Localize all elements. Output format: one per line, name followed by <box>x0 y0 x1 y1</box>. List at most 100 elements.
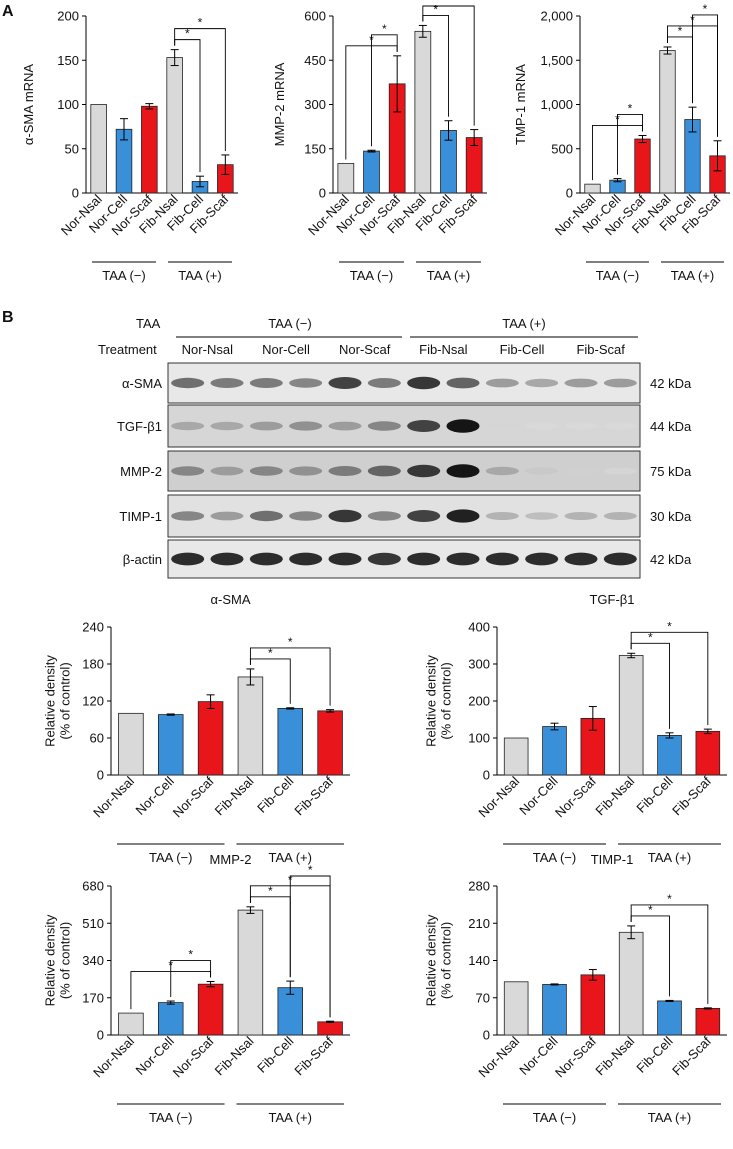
error-bar <box>246 668 255 686</box>
blot-band <box>249 466 283 476</box>
bar-nor-nsal <box>503 737 529 776</box>
chart-title: TIMP-1 <box>591 852 634 867</box>
category-label: Fib-Nsal <box>212 773 257 818</box>
panel-label-a: A <box>2 3 14 20</box>
blot-band <box>289 378 323 388</box>
bar-nor-scaf <box>197 983 224 1036</box>
y-tick-label: 0 <box>483 768 490 783</box>
blot-kda-label: 42 kDa <box>650 552 692 567</box>
error-bar <box>470 129 479 147</box>
category-label: Nor-Scaf <box>170 1033 217 1080</box>
blot-band <box>249 552 283 566</box>
blot-band <box>485 422 519 430</box>
y-axis-label: Relative density <box>43 914 58 1006</box>
category-label: Fib-Nsal <box>592 1033 637 1078</box>
category-label: Nor-Scaf <box>552 1033 599 1080</box>
bracket-line <box>630 904 709 1004</box>
category-label: Fib-Cell <box>633 773 675 815</box>
blot-band <box>171 552 205 566</box>
bar-fib-scaf <box>695 1007 721 1036</box>
bar-fib-scaf <box>317 710 343 776</box>
blot-taa-label: TAA <box>136 316 161 331</box>
y-axis-label: (% of control) <box>439 922 454 999</box>
error-bar <box>166 713 175 716</box>
blot-band <box>564 422 598 430</box>
significance-star: * <box>188 948 193 962</box>
bar-fib-nsal <box>237 909 264 1036</box>
y-axis-label: TMP-1 mRNA <box>513 64 528 145</box>
y-tick-label: 300 <box>468 657 490 672</box>
blot-treatment-nor-nsal: Nor-Nsal <box>182 342 233 357</box>
blot-band <box>407 376 441 390</box>
y-tick-label: 300 <box>304 97 326 112</box>
bar-nor-scaf <box>580 974 606 1036</box>
error-bar <box>627 925 636 940</box>
category-label: Nor-Scaf <box>552 773 599 820</box>
panel-label-b: B <box>2 309 14 326</box>
bar-fib-scaf <box>695 730 721 776</box>
y-axis-label: Relative density <box>424 655 439 747</box>
bar-nor-nsal <box>118 712 144 776</box>
significance-star: * <box>268 646 273 660</box>
y-axis-label: MMP-2 mRNA <box>272 62 287 146</box>
blot-band <box>210 552 244 566</box>
category-label: Fib-Cell <box>254 1033 296 1075</box>
category-label: Fib-Nsal <box>212 1033 257 1078</box>
y-tick-label: 1,500 <box>540 53 573 68</box>
y-tick-label: 0 <box>97 768 104 783</box>
bracket-line <box>422 5 475 126</box>
y-tick-label: 70 <box>476 990 490 1005</box>
blot-membrane <box>167 404 641 448</box>
significance-bracket: * <box>630 892 709 1004</box>
blot-band <box>367 421 401 431</box>
significance-star: * <box>648 903 653 917</box>
bar-fib-scaf <box>317 1021 343 1036</box>
y-tick-label: 0 <box>72 186 79 201</box>
bracket-line <box>289 875 331 1018</box>
significance-star: * <box>268 884 273 898</box>
error-bar <box>688 106 697 133</box>
significance-star: * <box>628 101 633 115</box>
blot-band <box>367 465 401 477</box>
bar-nor-nsal <box>503 981 529 1036</box>
error-bar <box>444 120 453 141</box>
blot-band <box>485 552 519 566</box>
blot-band <box>603 467 637 475</box>
significance-star: * <box>433 2 438 16</box>
blot-row: TIMP-1 30 kDa <box>119 494 692 538</box>
error-bar <box>703 728 712 735</box>
blot-band <box>210 511 244 521</box>
chart-title: MMP-2 <box>210 852 252 867</box>
y-tick-label: 60 <box>90 731 104 746</box>
blot-band <box>564 512 598 520</box>
blot-band <box>446 377 480 389</box>
y-tick-label: 400 <box>468 620 490 635</box>
category-label: Fib-Cell <box>633 1033 675 1075</box>
error-bar <box>206 694 215 709</box>
blot-band <box>210 421 244 431</box>
blot-band <box>603 512 637 520</box>
bracket-line <box>692 14 718 137</box>
error-bar <box>665 732 674 739</box>
error-bar <box>713 140 722 172</box>
bar-fib-nsal <box>618 655 644 776</box>
bar-nor-cell <box>363 150 380 194</box>
blot-band <box>603 378 637 388</box>
blot-band <box>485 378 519 388</box>
error-bar <box>663 46 672 55</box>
bar-nor-scaf <box>197 701 224 776</box>
blot-band <box>564 552 598 566</box>
blot-band <box>446 552 480 566</box>
blot-row-label: TGF-β1 <box>117 419 162 434</box>
bar-fib-cell <box>277 987 303 1036</box>
error-bar <box>665 999 674 1002</box>
blot-band <box>485 466 519 476</box>
chart-7: TIMP-1 0 70 140 210 280 Relative density (% of … <box>424 852 727 1125</box>
group-label: TAA (−) <box>533 850 576 865</box>
blot-band <box>367 378 401 388</box>
category-label: Fib-Scaf <box>291 1033 336 1078</box>
group-label: TAA (+) <box>178 268 221 283</box>
y-tick-label: 180 <box>82 657 104 672</box>
